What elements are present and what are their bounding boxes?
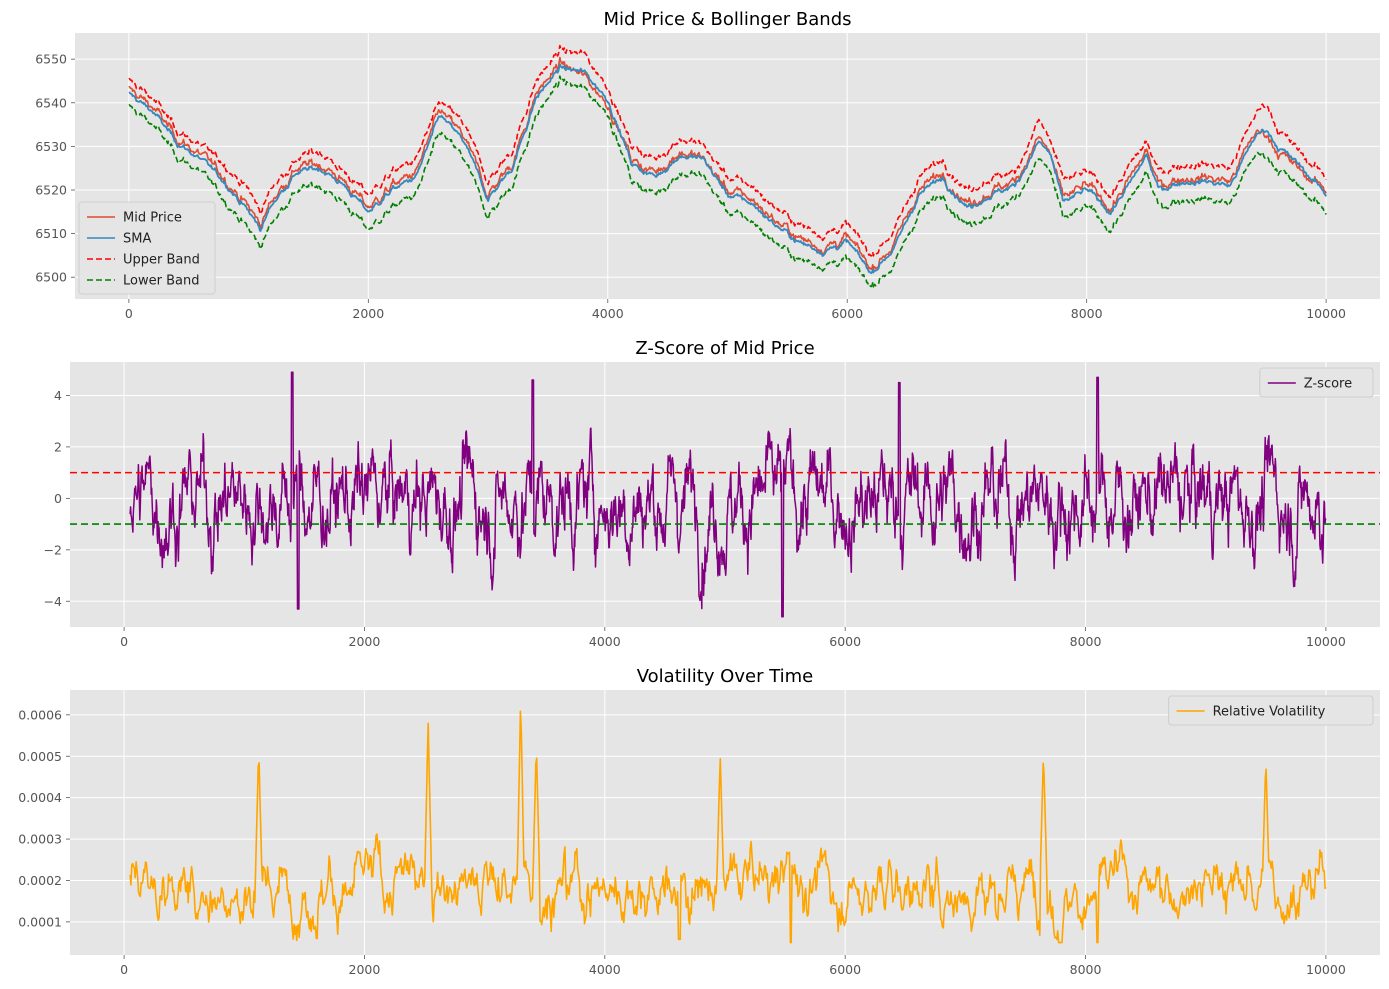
series-mid-price: [128, 56, 1327, 271]
x-tick-label: 4000: [589, 634, 621, 649]
chart-title: Mid Price & Bollinger Bands: [603, 9, 851, 30]
x-tick-label: 6000: [829, 634, 861, 649]
y-tick-label: 6530: [35, 139, 67, 154]
y-tick-label: 6520: [35, 182, 67, 197]
chart-title: Z-Score of Mid Price: [635, 338, 814, 359]
legend: Z-score: [1259, 367, 1374, 398]
x-tick-label: 10000: [1306, 634, 1346, 649]
y-tick-label: −4: [44, 594, 62, 609]
x-tick-label: 10000: [1306, 306, 1346, 321]
legend: Relative Volatility: [1168, 695, 1374, 726]
plot-area: [70, 362, 1380, 627]
x-tick-label: 8000: [1070, 634, 1102, 649]
x-tick-label: 8000: [1070, 962, 1102, 977]
x-tick-label: 2000: [349, 962, 381, 977]
y-tick-label: 2: [54, 439, 62, 454]
legend-label: Lower Band: [123, 274, 199, 289]
plot-area: [75, 33, 1380, 299]
y-tick-label: 4: [54, 388, 62, 403]
legend-label: SMA: [123, 232, 151, 247]
x-tick-label: 6000: [831, 306, 863, 321]
plot-area: [70, 690, 1380, 955]
legend: Mid Price SMA Upper Band Lower Band: [78, 201, 216, 295]
y-tick-label: 6510: [35, 226, 67, 241]
x-tick-label: 4000: [592, 306, 624, 321]
y-tick-label: 6550: [35, 52, 67, 67]
y-tick-label: 0.0005: [18, 749, 62, 764]
y-tick-label: 6500: [35, 270, 67, 285]
x-tick-label: 6000: [829, 962, 861, 977]
axes-1: 0 2000 4000 6000 8000 10000 6500 6510 6520 6530 65…: [35, 9, 1380, 321]
y-tick-label: 6540: [35, 95, 67, 110]
y-tick-label: −2: [44, 542, 62, 557]
chart-title: Volatility Over Time: [637, 666, 814, 687]
x-tick-label: 10000: [1306, 962, 1346, 977]
x-tick-label: 2000: [349, 634, 381, 649]
series-z-score: [129, 371, 1327, 618]
y-tick-label: 0.0006: [18, 707, 62, 722]
y-tick-label: 0.0004: [18, 790, 62, 805]
legend-frame: [1259, 367, 1374, 398]
series-lower-band: [128, 75, 1327, 288]
legend-label: Mid Price: [123, 211, 182, 226]
y-tick-label: 0.0003: [18, 832, 62, 847]
axes-3: 0 2000 4000 6000 8000 10000 0.0001 0.0002 0.0003…: [18, 666, 1380, 977]
y-tick-label: 0.0001: [18, 914, 62, 929]
x-tick-label: 0: [120, 962, 128, 977]
x-tick-label: 0: [120, 634, 128, 649]
x-tick-label: 2000: [352, 306, 384, 321]
axes-2: 0 2000 4000 6000 8000 10000 −4 −2 0 2 4 Z-Score of …: [44, 338, 1380, 649]
legend-label: Z-score: [1304, 377, 1352, 392]
legend-frame: [1168, 695, 1374, 726]
y-tick-label: 0.0002: [18, 873, 62, 888]
series-relative-volatility: [129, 710, 1327, 944]
series-upper-band: [128, 44, 1327, 257]
legend-label: Relative Volatility: [1213, 705, 1326, 720]
legend-label: Upper Band: [123, 253, 200, 268]
y-tick-label: 0: [54, 491, 62, 506]
series-sma: [128, 63, 1327, 275]
x-tick-label: 0: [125, 306, 133, 321]
x-tick-label: 8000: [1071, 306, 1103, 321]
x-tick-label: 4000: [589, 962, 621, 977]
legend-frame: [78, 201, 216, 295]
